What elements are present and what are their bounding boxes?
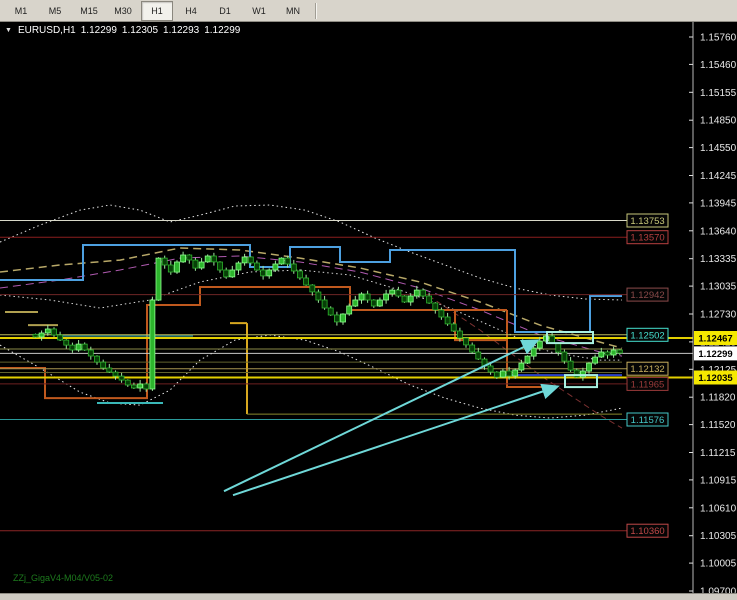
quote-high: 1.12305 [121, 25, 159, 36]
tf-button-h4[interactable]: H4 [185, 6, 197, 16]
axis-tick-label: 1.12730 [700, 310, 737, 321]
level-badge: 1.12942 [626, 287, 669, 302]
tf-button-w1[interactable]: W1 [252, 6, 266, 16]
svg-text:1.10360: 1.10360 [630, 526, 664, 537]
svg-text:1.11576: 1.11576 [631, 415, 665, 426]
svg-text:1.12299: 1.12299 [698, 349, 732, 360]
quote-close: 1.12299 [204, 25, 241, 36]
tf-button-m30[interactable]: M30 [114, 6, 132, 16]
price-axis: 1.15760 1.15460 1.15155 1.14850 1.14550 1.142… [689, 22, 737, 598]
svg-text:1.12942: 1.12942 [630, 290, 664, 301]
trend-arrow [223, 339, 540, 493]
quote-low: 1.12293 [163, 25, 200, 36]
price-chart-canvas[interactable]: 1.15760 1.15460 1.15155 1.14850 1.14550 1.142… [0, 22, 737, 598]
tf-button-mn[interactable]: MN [286, 6, 300, 16]
tf-button-m15[interactable]: M15 [80, 6, 98, 16]
symbol-timeframe-label: EURUSD,H1 [17, 25, 76, 36]
svg-text:1.12467: 1.12467 [698, 334, 732, 345]
level-badge: 1.10360 [626, 523, 669, 538]
timeframe-toolbar: M1 M5 M15 M30 H1 H4 D1 W1 MN [0, 0, 737, 22]
axis-tick-label: 1.13035 [700, 282, 737, 293]
symbol-quote-row: ▼ EURUSD,H1 1.12299 1.12305 1.12293 1.12… [5, 25, 240, 36]
trend-arrow [232, 383, 560, 497]
axis-tick-label: 1.15460 [700, 60, 737, 71]
axis-price-badge: 1.12299 [694, 346, 737, 361]
indicator-signature: ZZj_GigaV4-M04/V05-02 [13, 573, 114, 583]
tf-button-m5[interactable]: M5 [48, 6, 62, 16]
chart-window[interactable]: ▼ EURUSD,H1 1.12299 1.12305 1.12293 1.12… [0, 22, 737, 598]
tf-button-d1[interactable]: D1 [219, 6, 231, 16]
axis-tick-label: 1.10915 [700, 475, 737, 486]
svg-text:1.13570: 1.13570 [630, 233, 664, 244]
level-badge: 1.12132 [626, 361, 669, 376]
axis-tick-label: 1.15155 [700, 88, 737, 99]
level-badge: 1.12502 [626, 327, 669, 342]
collapse-quote-icon[interactable]: ▼ [5, 27, 12, 34]
axis-tick-label: 1.10610 [700, 503, 737, 514]
level-badge: 1.11965 [626, 376, 669, 391]
axis-price-badge: 1.12467 [694, 331, 737, 345]
axis-tick-label: 1.15760 [700, 33, 737, 44]
tf-button-h1[interactable]: H1 [141, 0, 173, 21]
axis-tick-label: 1.13945 [700, 198, 737, 209]
axis-tick-label: 1.09700 [700, 587, 737, 594]
svg-text:1.13753: 1.13753 [630, 216, 664, 227]
svg-text:1.12035: 1.12035 [698, 373, 733, 384]
axis-tick-label: 1.14850 [700, 116, 737, 127]
axis-tick-label: 1.14245 [700, 171, 737, 182]
lower-channel-orange [0, 286, 548, 400]
ma-khaki [0, 247, 623, 349]
candlesticks [32, 251, 623, 392]
tf-button-m1[interactable]: M1 [14, 6, 28, 16]
analysis-rectangle [564, 374, 598, 389]
level-badge: 1.11576 [626, 412, 669, 427]
ma-magenta [0, 255, 623, 357]
svg-text:1.12132: 1.12132 [630, 364, 664, 375]
bottom-frame [0, 593, 737, 600]
axis-tick-label: 1.11820 [700, 393, 736, 404]
axis-tick-label: 1.14550 [700, 143, 737, 154]
analysis-rectangle [546, 331, 594, 345]
axis-tick-label: 1.13640 [700, 226, 737, 237]
axis-price-badge: 1.12035 [694, 370, 737, 385]
svg-text:1.11965: 1.11965 [631, 379, 665, 390]
quote-open: 1.12299 [80, 25, 117, 36]
level-badge: 1.13753 [626, 213, 669, 228]
toolbar-separator [315, 2, 317, 19]
axis-tick-label: 1.11520 [700, 420, 736, 431]
band-mid [0, 269, 622, 361]
axis-tick-label: 1.13335 [700, 254, 737, 265]
axis-tick-label: 1.10305 [700, 531, 737, 542]
axis-tick-label: 1.12125 [700, 365, 737, 376]
svg-text:1.12502: 1.12502 [630, 330, 664, 341]
axis-tick-label: 1.10005 [700, 559, 737, 570]
axis-tick-label: 1.11215 [700, 448, 736, 459]
level-badge: 1.13570 [626, 230, 669, 245]
